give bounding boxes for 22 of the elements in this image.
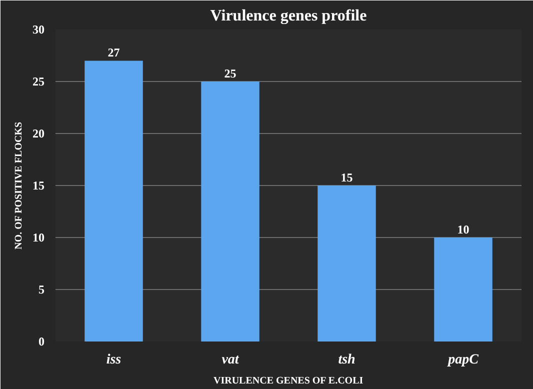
y-tick-label: 25	[32, 74, 44, 88]
x-tick-label: iss	[106, 352, 122, 368]
bar	[84, 60, 143, 342]
x-tick-label: tsh	[338, 352, 356, 368]
x-tick-label: papC	[447, 352, 480, 368]
y-tick-label: 15	[32, 178, 44, 192]
x-tick-label: vat	[222, 352, 240, 368]
y-tick-label: 10	[32, 230, 44, 244]
y-tick-label: 0	[38, 334, 44, 348]
y-tick-label: 20	[32, 126, 44, 140]
x-axis-title: VIRULENCE GENES OF E.COLI	[213, 376, 364, 386]
y-axis-title: NO. OF POSITIVE FLOCKS	[14, 122, 24, 250]
data-label: 27	[108, 46, 120, 60]
data-label: 10	[457, 222, 470, 236]
y-tick-label: 30	[32, 22, 44, 36]
bar	[201, 82, 260, 342]
y-tick-label: 5	[38, 282, 44, 296]
chart-title: Virulence genes profile	[210, 8, 367, 24]
data-label: 15	[340, 170, 353, 184]
data-label: 25	[224, 66, 236, 80]
bar	[434, 238, 492, 342]
bar	[318, 186, 376, 342]
